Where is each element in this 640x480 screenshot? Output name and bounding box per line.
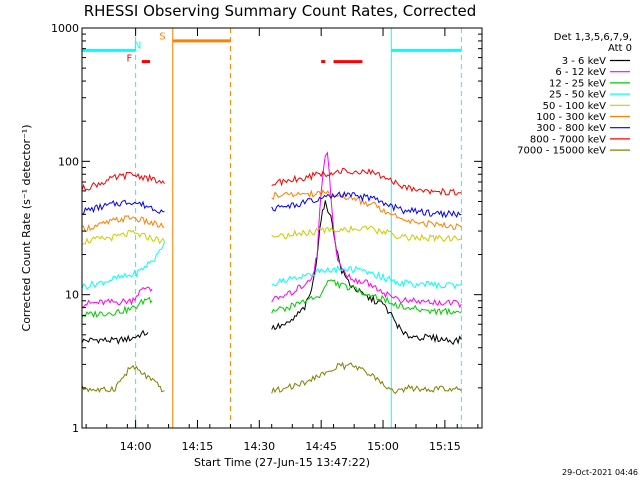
series-line-8-seg-0 bbox=[81, 364, 165, 394]
series-line-3-seg-0 bbox=[81, 241, 165, 290]
series-line-7-seg-0 bbox=[81, 171, 165, 191]
plot-frame bbox=[81, 27, 483, 429]
legend-label-0: 3 - 6 keV bbox=[562, 56, 606, 67]
x-tick-label-2: 14:30 bbox=[243, 440, 275, 453]
series-line-2-seg-1 bbox=[271, 279, 462, 316]
y-axis-label: Corrected Count Rate (s⁻¹ detector⁻¹) bbox=[20, 125, 33, 332]
series-line-0-seg-0 bbox=[81, 329, 149, 345]
x-tick-label-0: 14:00 bbox=[120, 440, 152, 453]
x-tick-label-5: 15:15 bbox=[429, 440, 461, 453]
legend-label-2: 12 - 25 keV bbox=[549, 78, 606, 89]
legend-header-line-2: Att 0 bbox=[608, 43, 632, 54]
axes: 1 10 100 1000 14:00 14:15 14:30 14:45 15:00 15:15 bbox=[51, 22, 482, 453]
series-line-6-seg-0 bbox=[81, 199, 165, 215]
series-line-5-seg-1 bbox=[271, 189, 462, 230]
legend-label-1: 6 - 12 keV bbox=[555, 67, 606, 78]
series-line-1-seg-0 bbox=[81, 286, 153, 308]
series-line-2-seg-0 bbox=[81, 296, 153, 319]
series-line-6-seg-1 bbox=[271, 190, 462, 219]
series-line-5-seg-0 bbox=[81, 215, 165, 233]
legend-label-8: 7000 - 15000 keV bbox=[517, 146, 606, 157]
legend-label-4: 50 - 100 keV bbox=[543, 101, 607, 112]
series-line-4-seg-0 bbox=[81, 229, 165, 246]
legend-label-5: 100 - 300 keV bbox=[536, 112, 606, 123]
series-line-8-seg-1 bbox=[271, 361, 462, 395]
date-stamp: 29-Oct-2021 04:46 bbox=[562, 468, 638, 477]
plot-area: NF S bbox=[81, 28, 462, 428]
legend-label-6: 300 - 800 keV bbox=[536, 123, 606, 134]
legend-label-7: 800 - 7000 keV bbox=[530, 134, 606, 145]
legend-label-3: 25 - 50 keV bbox=[549, 90, 606, 101]
annotation-f: F bbox=[127, 54, 133, 65]
y-tick-label-2: 100 bbox=[58, 155, 79, 168]
series-line-1-seg-1 bbox=[271, 151, 462, 309]
legend-header-line-1: Det 1,3,5,6,7,9, bbox=[554, 32, 632, 43]
x-tick-label-1: 14:15 bbox=[182, 440, 214, 453]
annotation-s: S bbox=[159, 31, 165, 42]
series-line-0-seg-1 bbox=[271, 200, 462, 346]
chart-title: RHESSI Observing Summary Count Rates, Co… bbox=[84, 2, 477, 20]
series-line-7-seg-1 bbox=[271, 167, 462, 196]
series-line-4-seg-1 bbox=[271, 225, 462, 243]
annotation-n: N bbox=[134, 41, 141, 52]
x-axis-label: Start Time (27-Jun-15 13:47:22) bbox=[194, 456, 370, 469]
x-tick-label-4: 15:00 bbox=[367, 440, 399, 453]
x-tick-label-3: 14:45 bbox=[305, 440, 337, 453]
y-tick-label-1: 10 bbox=[65, 289, 79, 302]
series-line-3-seg-1 bbox=[271, 264, 462, 290]
y-tick-label-3: 1000 bbox=[51, 22, 79, 35]
y-tick-label-0: 1 bbox=[72, 422, 79, 435]
